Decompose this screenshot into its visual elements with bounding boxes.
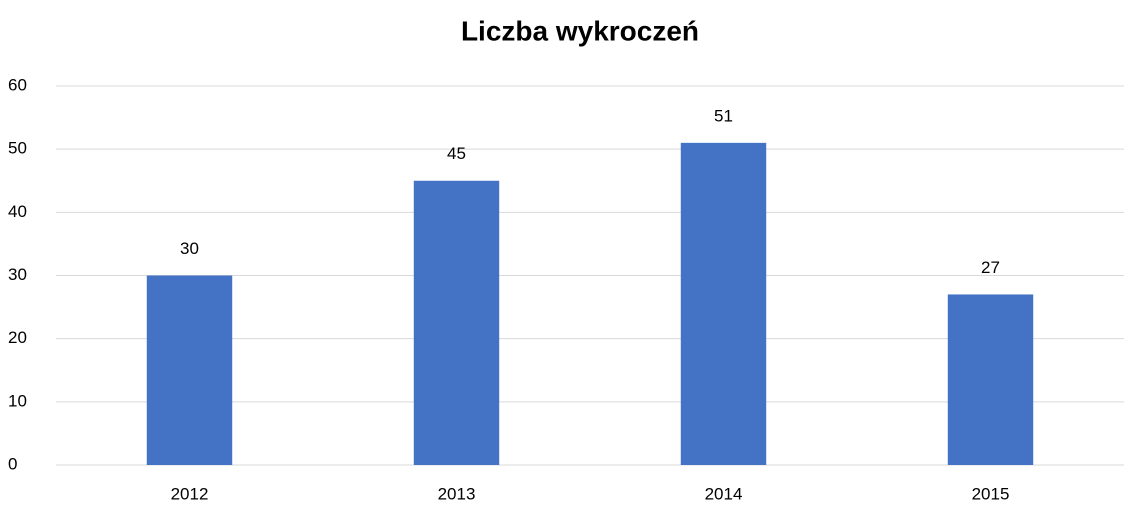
data-label: 30 (180, 239, 199, 258)
x-tick-label: 2015 (972, 484, 1010, 503)
y-tick-label: 60 (8, 75, 27, 94)
data-label: 27 (981, 258, 1000, 277)
y-tick-label: 30 (8, 265, 27, 284)
y-tick-label: 20 (8, 328, 27, 347)
x-tick-label: 2014 (705, 484, 743, 503)
bar (680, 142, 767, 465)
y-tick-label: 0 (8, 454, 17, 473)
y-tick-label: 40 (8, 202, 27, 221)
data-label: 45 (447, 144, 466, 163)
bar (146, 275, 233, 465)
data-label: 51 (714, 106, 733, 125)
y-tick-label: 50 (8, 139, 27, 158)
bar (413, 180, 500, 465)
chart-title: Liczba wykroczeń (461, 15, 699, 46)
bar (947, 294, 1034, 465)
x-tick-label: 2013 (438, 484, 476, 503)
y-tick-label: 10 (8, 391, 27, 410)
x-tick-label: 2012 (171, 484, 209, 503)
